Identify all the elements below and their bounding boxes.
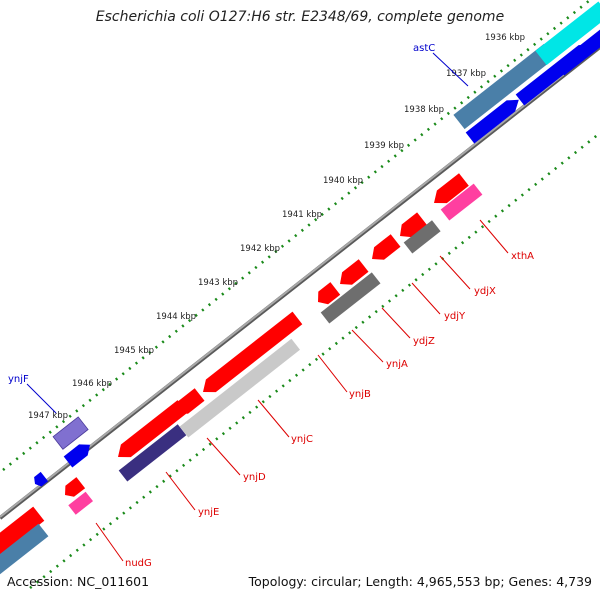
gc-dotted-line <box>29 131 600 590</box>
gene-labels: astC ynjF xthA ydjX ydjY ydjZ ynjA ynjB ynjC ynjD… <box>8 43 534 569</box>
scale-tick-label: 1946 kbp <box>72 379 112 389</box>
gene-label-ynjA[interactable]: ynjA <box>386 359 408 370</box>
gene-feature-ynjC-cog[interactable] <box>179 338 300 438</box>
gene-label-astC[interactable]: astC <box>413 43 435 54</box>
gene-feature-nudG[interactable] <box>65 477 86 497</box>
gene-feature-steel-left[interactable] <box>0 523 49 579</box>
backbone-line <box>0 45 600 518</box>
gene-feature-blue[interactable] <box>555 27 600 76</box>
genome-title: Escherichia coli O127:H6 str. E2348/69, … <box>95 9 505 25</box>
gene-label-xthA[interactable]: xthA <box>511 251 534 262</box>
scale-tick-label: 1938 kbp <box>404 105 444 115</box>
scale-tick-label: 1945 kbp <box>114 346 154 356</box>
gene-label-ydjZ[interactable]: ydjZ <box>413 336 435 347</box>
gc-track-inner <box>29 131 600 590</box>
gene-leader-line <box>432 52 469 87</box>
gene-feature-ynjD-cog[interactable] <box>118 424 187 482</box>
gene-feature-cyan[interactable] <box>535 1 600 66</box>
gene-feature-small-blue[interactable] <box>34 471 49 487</box>
gene-feature-ynjC[interactable] <box>203 311 303 393</box>
gene-leader-line <box>26 383 57 414</box>
gene-label-ydjX[interactable]: ydjX <box>474 286 496 297</box>
gene-feature-ydjY[interactable] <box>400 212 427 238</box>
scale-tick-label: 1942 kbp <box>240 244 280 254</box>
gene-feature-xthA-cog[interactable] <box>440 183 483 221</box>
scale-labels: 1936 kbp 1937 kbp 1938 kbp 1939 kbp 1940 kbp… <box>28 33 525 421</box>
scale-tick-label: 1947 kbp <box>28 411 68 421</box>
scale-tick-label: 1937 kbp <box>446 69 486 79</box>
gene-leader-line <box>165 471 196 511</box>
scale-tick-label: 1936 kbp <box>485 33 525 43</box>
gene-leader-line <box>351 329 384 363</box>
gene-feature-ynjE-red[interactable] <box>176 388 205 414</box>
scale-tick-label: 1939 kbp <box>364 141 404 151</box>
gene-features <box>0 1 600 579</box>
gene-leader-line <box>206 437 241 476</box>
gene-feature-ynjD[interactable] <box>118 400 188 458</box>
gene-feature-ynjB[interactable] <box>318 282 341 305</box>
gene-feature-blue[interactable] <box>465 99 519 144</box>
gene-label-ynjD[interactable]: ynjD <box>243 472 266 483</box>
accession-text: Accession: NC_011601 <box>7 574 150 589</box>
scale-tick-label: 1941 kbp <box>282 210 322 220</box>
gene-label-nudG[interactable]: nudG <box>125 558 152 569</box>
gene-feature-nudG-left[interactable] <box>0 506 45 559</box>
gene-label-ydjY[interactable]: ydjY <box>444 311 466 322</box>
gene-feature-ynjA-cog[interactable] <box>320 272 381 324</box>
gene-feature-ynjF-cog[interactable] <box>52 416 89 450</box>
scale-tick-label: 1944 kbp <box>156 312 196 322</box>
gene-leader-line <box>411 282 441 315</box>
gene-leader-line <box>317 354 348 393</box>
gene-feature-nudG-cog[interactable] <box>68 491 93 515</box>
gene-label-ynjE[interactable]: ynjE <box>198 507 219 518</box>
gene-feature-ynjA[interactable] <box>340 259 369 285</box>
gene-label-ynjC[interactable]: ynjC <box>291 434 313 445</box>
gene-label-ynjB[interactable]: ynjB <box>349 389 371 400</box>
gene-feature-ydjZ[interactable] <box>372 234 401 260</box>
gene-feature-astC-track[interactable] <box>453 43 555 130</box>
scale-tick-label: 1943 kbp <box>198 278 238 288</box>
gene-leader-line <box>381 307 411 339</box>
gene-leader-line <box>439 255 471 290</box>
gene-feature-ydjY-cog[interactable] <box>403 220 441 254</box>
gene-feature-ynjF[interactable] <box>63 444 90 468</box>
topology-text: Topology: circular; Length: 4,965,553 bp… <box>248 574 592 589</box>
gene-label-ynjF[interactable]: ynjF <box>8 374 29 385</box>
gene-leader-line <box>257 399 290 438</box>
scale-tick-label: 1940 kbp <box>323 176 363 186</box>
gene-feature-ydjX[interactable] <box>434 173 469 204</box>
gene-leader-line <box>479 219 509 254</box>
backbone-track <box>0 45 600 520</box>
gene-leader-line <box>95 522 124 562</box>
